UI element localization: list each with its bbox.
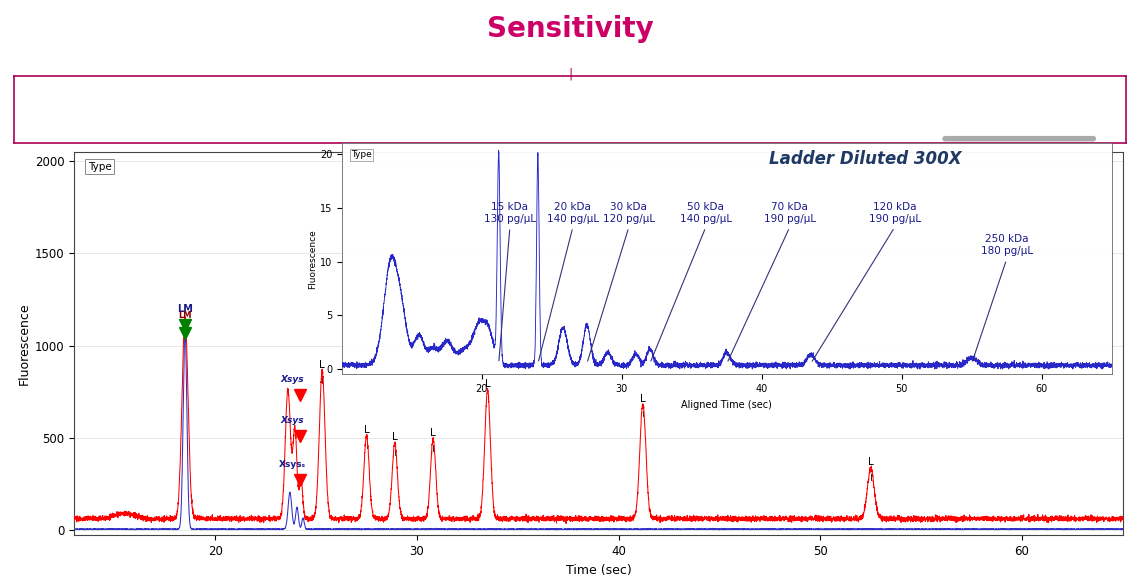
Text: Type: Type <box>88 161 112 171</box>
Text: L: L <box>392 432 398 442</box>
Text: 20 kDa
140 pg/μL: 20 kDa 140 pg/μL <box>547 202 598 224</box>
Text: L: L <box>640 394 645 404</box>
Text: Xsys: Xsys <box>280 416 303 425</box>
Text: 30 kDa
120 pg/μL: 30 kDa 120 pg/μL <box>603 202 654 224</box>
Text: L: L <box>484 379 490 389</box>
Text: Xsysₛ: Xsysₛ <box>278 460 306 469</box>
Text: L: L <box>868 457 873 467</box>
Text: 120 kDa
190 pg/μL: 120 kDa 190 pg/μL <box>869 202 921 224</box>
Text: |: | <box>568 67 572 80</box>
X-axis label: Time (sec): Time (sec) <box>565 563 632 577</box>
Text: 70 kDa
190 pg/μL: 70 kDa 190 pg/μL <box>764 202 816 224</box>
Text: 15 kDa
130 pg/μL: 15 kDa 130 pg/μL <box>483 202 536 224</box>
Y-axis label: Fluorescence: Fluorescence <box>17 302 31 385</box>
Text: LM: LM <box>177 304 193 314</box>
Text: L: L <box>364 425 369 435</box>
Text: L: L <box>319 360 325 370</box>
Text: Sensitivity: Sensitivity <box>487 15 653 43</box>
Y-axis label: Fluorescence: Fluorescence <box>308 229 317 289</box>
Text: Type: Type <box>351 150 372 159</box>
Text: 250 kDa
180 pg/μL: 250 kDa 180 pg/μL <box>980 234 1033 256</box>
X-axis label: Aligned Time (sec): Aligned Time (sec) <box>682 400 772 409</box>
Text: LM: LM <box>178 311 192 320</box>
Text: Xsys: Xsys <box>280 375 303 384</box>
Text: 50 kDa
140 pg/μL: 50 kDa 140 pg/μL <box>679 202 732 224</box>
Text: Ladder Diluted 300X: Ladder Diluted 300X <box>770 150 961 168</box>
Text: L: L <box>430 428 435 438</box>
